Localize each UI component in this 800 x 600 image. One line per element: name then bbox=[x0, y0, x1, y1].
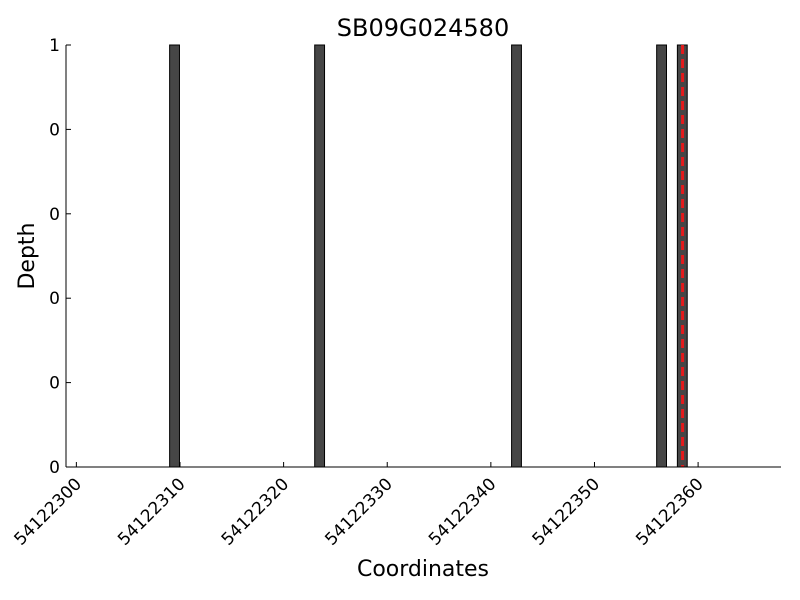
bar bbox=[314, 44, 326, 468]
y-tick-label: 0 bbox=[49, 205, 60, 225]
x-tick-label: 54122340 bbox=[425, 474, 500, 549]
bar bbox=[169, 44, 180, 468]
bar bbox=[511, 44, 522, 468]
y-tick-label: 0 bbox=[49, 120, 60, 140]
x-tick-label: 54122300 bbox=[11, 474, 86, 549]
y-axis-label: Depth bbox=[15, 222, 40, 289]
chart-title: SB09G024580 bbox=[337, 14, 509, 42]
x-tick-label: 54122320 bbox=[218, 474, 293, 549]
x-tick-label: 54122330 bbox=[321, 474, 396, 549]
y-tick-label: 0 bbox=[49, 289, 60, 309]
x-axis-label: Coordinates bbox=[357, 557, 489, 582]
x-tick-label: 54122360 bbox=[632, 474, 707, 549]
y-tick-label: 1 bbox=[49, 36, 60, 56]
y-tick-label: 0 bbox=[49, 458, 60, 478]
x-tick-label: 54122310 bbox=[114, 474, 189, 549]
x-tick-label: 54122350 bbox=[529, 474, 604, 549]
bar bbox=[656, 44, 667, 468]
y-tick-label: 0 bbox=[49, 374, 60, 394]
